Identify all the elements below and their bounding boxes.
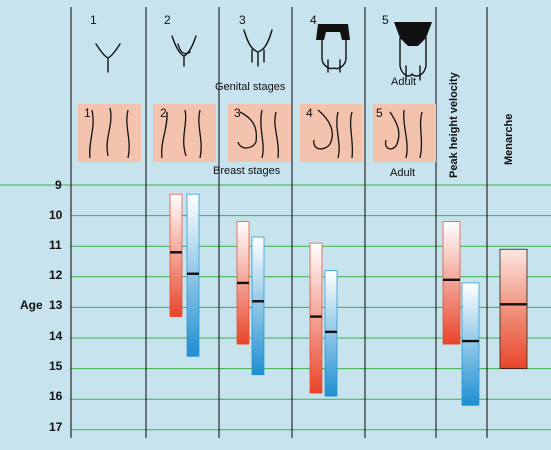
age-tick-11: 11 bbox=[49, 238, 62, 252]
genital-stage-4-icon bbox=[321, 33, 347, 73]
age-tick-12: 12 bbox=[49, 268, 63, 282]
breast-adult-label: Adult bbox=[390, 167, 416, 179]
breast-stages-caption: Breast stages bbox=[213, 165, 281, 177]
age-tick-13: 13 bbox=[49, 298, 63, 312]
peak-height-velocity-header: Peak height velocity bbox=[448, 72, 460, 178]
genital-breast-stage-2-series-1-bar bbox=[169, 193, 183, 317]
breast-stage-number-2: 2 bbox=[160, 106, 167, 120]
genital-stage-4-hair-shape bbox=[316, 24, 350, 40]
breast-stage-1-silhouette bbox=[89, 107, 130, 159]
genital-stage-number-5: 5 bbox=[382, 13, 389, 27]
age-tick-16: 16 bbox=[49, 389, 63, 403]
breast-stage-4-silhouette bbox=[313, 109, 354, 159]
genital-breast-stage-2-series-2-bar bbox=[186, 193, 200, 357]
peak-height-velocity-series-1-bar bbox=[442, 221, 461, 345]
genital-stage-number-4: 4 bbox=[310, 13, 317, 27]
genital-stage-number-2: 2 bbox=[164, 13, 171, 27]
genital-stages-caption: Genital stages bbox=[215, 81, 286, 93]
genital-stage-number-1: 1 bbox=[90, 13, 97, 27]
genital-adult-label: Adult bbox=[391, 76, 417, 88]
stage-illustrations bbox=[78, 22, 436, 162]
range-bars bbox=[169, 193, 528, 406]
age-tick-15: 15 bbox=[49, 359, 63, 373]
breast-stage-1-skin-panel bbox=[78, 104, 141, 162]
age-tick-9: 9 bbox=[55, 178, 62, 192]
genital-stage-1-icon bbox=[95, 43, 121, 73]
genital-breast-stage-4-series-1-bar bbox=[309, 242, 323, 394]
breast-stage-number-1: 1 bbox=[84, 106, 91, 120]
age-tick-14: 14 bbox=[49, 329, 63, 343]
genital-stage-5-icon bbox=[399, 37, 427, 81]
breast-stage-5-silhouette bbox=[384, 109, 423, 159]
menarche-series-1-bar bbox=[499, 248, 528, 369]
breast-stage-3-skin-panel bbox=[228, 104, 291, 162]
breast-stage-2-silhouette bbox=[161, 109, 202, 159]
genital-breast-stage-3-series-2-bar bbox=[251, 236, 265, 376]
breast-stage-number-3: 3 bbox=[234, 106, 241, 120]
breast-stage-number-5: 5 bbox=[376, 106, 383, 120]
genital-stage-number-3: 3 bbox=[239, 13, 246, 27]
menarche-header: Menarche bbox=[503, 113, 515, 165]
genital-breast-stage-4-series-2-bar bbox=[324, 270, 338, 397]
age-tick-10: 10 bbox=[49, 208, 63, 222]
peak-height-velocity-series-2-bar bbox=[461, 282, 480, 406]
column-dividers bbox=[70, 7, 488, 438]
genital-stage-2-icon bbox=[171, 35, 197, 67]
age-tick-17: 17 bbox=[49, 420, 63, 434]
age-axis-label: Age bbox=[20, 298, 43, 312]
breast-stage-5-skin-panel bbox=[373, 104, 436, 162]
breast-stage-number-4: 4 bbox=[306, 106, 313, 120]
breast-stage-3-silhouette bbox=[237, 109, 279, 159]
genital-stage-5-hair-shape bbox=[394, 22, 432, 46]
genital-stage-3-icon bbox=[243, 29, 273, 67]
